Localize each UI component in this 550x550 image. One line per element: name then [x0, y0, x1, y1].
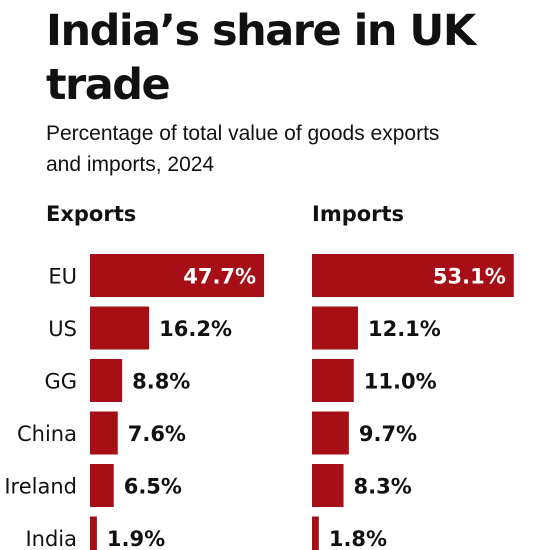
exports-value-label-us: 16.2% — [159, 317, 232, 341]
exports-bar-china — [90, 411, 118, 455]
exports-bar-ireland — [90, 464, 114, 507]
imports-bar-india — [312, 516, 319, 550]
imports-bar-china — [312, 411, 349, 455]
category-label-us: US — [48, 317, 77, 341]
exports-value-label-india: 1.9% — [107, 527, 165, 550]
imports-value-label-eu: 53.1% — [433, 265, 506, 289]
exports-value-label-gg: 8.8% — [132, 370, 190, 394]
imports-bar-us — [312, 306, 358, 350]
imports-value-label-ireland: 8.3% — [354, 475, 412, 499]
category-label-gg: GG — [44, 370, 77, 394]
imports-panel-title: Imports — [312, 202, 405, 226]
imports-value-label-india: 1.8% — [329, 527, 387, 550]
imports-value-label-china: 9.7% — [359, 422, 417, 446]
category-label-eu: EU — [48, 265, 77, 289]
chart-subtitle: Percentage of total value of goods expor… — [46, 122, 440, 176]
exports-value-label-ireland: 6.5% — [124, 475, 182, 499]
imports-bar-eu — [312, 254, 514, 297]
exports-value-label-eu: 47.7% — [183, 265, 256, 289]
imports-value-label-us: 12.1% — [368, 317, 441, 341]
category-label-china: China — [17, 422, 77, 446]
exports-bar-eu — [90, 254, 265, 297]
category-label-ireland: Ireland — [4, 475, 77, 499]
imports-value-label-gg: 11.0% — [364, 370, 437, 394]
category-label-india: India — [25, 527, 77, 550]
exports-bar-india — [90, 516, 97, 550]
exports-panel-title: Exports — [46, 202, 137, 226]
imports-bar-gg — [312, 359, 354, 402]
exports-value-label-china: 7.6% — [128, 422, 186, 446]
chart-title: India’s share in UK trade — [46, 6, 476, 110]
exports-bar-us — [90, 306, 150, 350]
imports-bar-ireland — [312, 464, 344, 507]
exports-bar-gg — [90, 359, 123, 402]
